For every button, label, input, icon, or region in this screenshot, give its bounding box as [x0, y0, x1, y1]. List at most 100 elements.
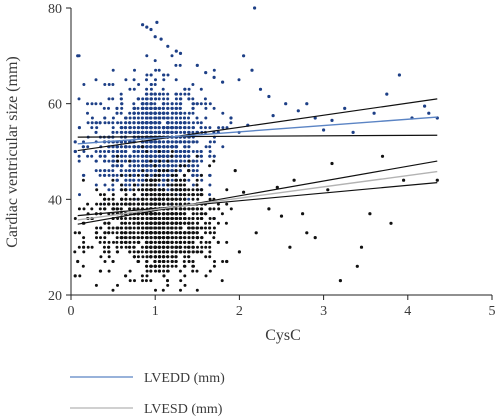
lvedd-point — [94, 169, 98, 173]
lvesd-point — [200, 173, 203, 177]
lvesd-point — [179, 231, 183, 235]
lvedd-point — [183, 121, 187, 125]
lvesd-point — [154, 231, 157, 235]
lvesd-point — [204, 255, 208, 259]
lvesd-point — [179, 178, 182, 182]
lvesd-point — [165, 169, 169, 173]
lvedd-point — [175, 145, 178, 149]
lvesd-point — [179, 193, 183, 197]
lvesd-point — [149, 221, 153, 225]
lvesd-point — [196, 193, 200, 197]
lvesd-point — [183, 221, 186, 225]
lvedd-point — [111, 126, 115, 130]
lvesd-point — [141, 255, 145, 259]
lvedd-point — [284, 102, 288, 106]
lvesd-point — [140, 274, 144, 278]
lvesd-point — [162, 169, 165, 173]
lvedd-point — [94, 183, 98, 187]
lvedd-point — [149, 83, 153, 86]
lvedd-point — [322, 128, 326, 132]
lvedd-point — [124, 169, 128, 173]
lvesd-point — [145, 150, 149, 153]
lvesd-point — [174, 240, 178, 244]
lvesd-point — [174, 255, 178, 259]
lvedd-point — [144, 159, 148, 163]
lvedd-point — [124, 183, 128, 187]
lvedd-point — [192, 169, 195, 173]
lvedd-point — [183, 130, 187, 134]
lvedd-point — [212, 75, 216, 79]
lvedd-point — [133, 106, 136, 110]
lvesd-ci-lower-line — [77, 181, 438, 217]
lvesd-point — [128, 217, 132, 220]
lvesd-point — [133, 183, 136, 187]
lvesd-point — [128, 231, 132, 235]
lvesd-point — [157, 260, 161, 263]
lvesd-point — [183, 188, 187, 192]
lvesd-point — [166, 159, 170, 163]
lvesd-point — [136, 217, 140, 220]
lvesd-point — [149, 183, 153, 187]
lvesd-point — [224, 221, 228, 225]
lvedd-point — [191, 111, 195, 115]
lvedd-point — [145, 111, 149, 115]
lvesd-point — [149, 231, 153, 235]
lvedd-point — [166, 106, 170, 110]
lvesd-point — [208, 250, 212, 254]
lvesd-point — [191, 264, 195, 268]
lvedd-point — [187, 140, 191, 144]
lvesd-point — [178, 269, 182, 273]
lvedd-point — [170, 140, 174, 144]
lvesd-point — [166, 236, 170, 240]
lvedd-point — [179, 92, 183, 96]
lvesd-point — [187, 188, 191, 192]
lvedd-point — [153, 150, 157, 153]
lvedd-point — [208, 173, 212, 177]
lvedd-point — [154, 126, 157, 130]
lvesd-point — [136, 236, 140, 240]
lvedd-point — [128, 188, 132, 192]
lvedd-point — [170, 116, 174, 120]
lvedd-point — [128, 178, 132, 182]
lvesd-point — [153, 183, 157, 187]
lvesd-point — [111, 202, 115, 206]
lvedd-point — [115, 164, 119, 168]
lvesd-point — [212, 236, 216, 240]
lvedd-point — [120, 164, 124, 168]
lvedd-point — [116, 145, 119, 149]
lvesd-point — [103, 202, 106, 206]
lvesd-point — [149, 188, 153, 192]
lvedd-point — [195, 173, 199, 177]
lvesd-point — [145, 240, 149, 244]
lvedd-point — [183, 159, 187, 163]
lvesd-point — [132, 250, 136, 254]
lvesd-point — [136, 260, 140, 263]
lvedd-point — [195, 169, 199, 173]
lvedd-point — [221, 145, 225, 149]
lvesd-point — [153, 188, 157, 192]
fit-lines — [77, 98, 438, 225]
lvedd-point — [170, 159, 174, 163]
lvesd-point — [301, 212, 305, 216]
lvedd-point — [116, 121, 120, 125]
lvedd-point — [115, 111, 119, 115]
lvesd-point — [305, 231, 309, 235]
lvedd-point — [253, 6, 257, 10]
lvedd-point — [137, 145, 141, 149]
lvesd-point — [141, 226, 145, 230]
lvedd-point — [123, 159, 127, 163]
lvedd-point — [145, 25, 149, 29]
lvedd-point — [136, 116, 140, 120]
lvedd-point — [107, 173, 111, 177]
lvesd-point — [141, 145, 144, 149]
lvesd-point — [178, 164, 182, 168]
lvesd-point — [82, 236, 86, 240]
lvesd-point — [128, 226, 132, 230]
lvesd-point — [204, 274, 208, 278]
lvedd-point — [166, 116, 170, 120]
lvesd-point — [183, 197, 187, 201]
lvesd-point — [170, 188, 174, 192]
lvedd-point — [191, 164, 195, 168]
lvedd-point — [179, 121, 182, 125]
lvedd-point — [162, 126, 166, 130]
